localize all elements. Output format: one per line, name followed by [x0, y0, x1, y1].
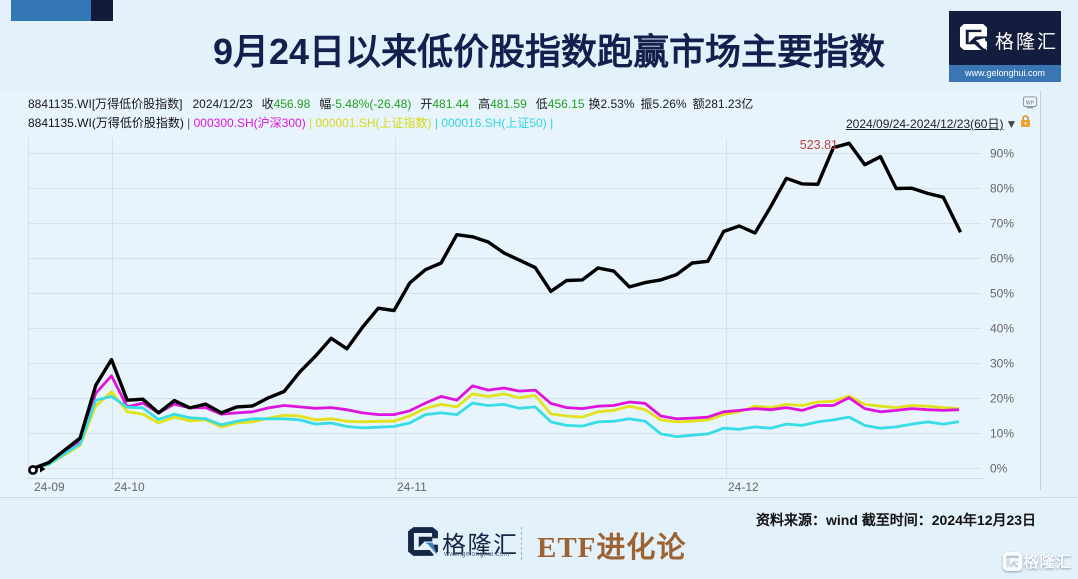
- svg-text:30%: 30%: [990, 357, 1014, 371]
- svg-text:70%: 70%: [990, 217, 1014, 231]
- svg-text:24-10: 24-10: [114, 480, 145, 494]
- svg-text:60%: 60%: [990, 252, 1014, 266]
- svg-text:0%: 0%: [990, 462, 1008, 476]
- svg-text:24-12: 24-12: [728, 480, 759, 494]
- svg-text:50%: 50%: [990, 287, 1014, 301]
- svg-text:40%: 40%: [990, 322, 1014, 336]
- svg-text:20%: 20%: [990, 392, 1014, 406]
- svg-text:WP: WP: [1026, 100, 1035, 106]
- svg-text:523.81: 523.81: [800, 138, 838, 152]
- svg-text:90%: 90%: [990, 147, 1014, 161]
- svg-text:24-11: 24-11: [397, 480, 427, 494]
- svg-text:80%: 80%: [990, 182, 1014, 196]
- svg-text:24-09: 24-09: [34, 480, 65, 494]
- svg-text:10%: 10%: [990, 427, 1014, 441]
